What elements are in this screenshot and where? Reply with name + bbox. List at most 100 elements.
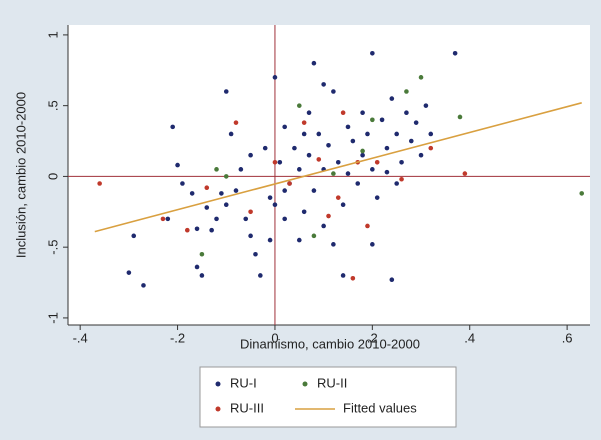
scatter-point bbox=[248, 233, 253, 239]
scatter-point bbox=[311, 188, 317, 193]
scatter-point bbox=[160, 216, 166, 222]
legend-swatch bbox=[215, 406, 221, 412]
scatter-point bbox=[462, 171, 468, 176]
scatter-point bbox=[301, 131, 307, 137]
scatter-point bbox=[360, 148, 365, 154]
scatter-point bbox=[389, 96, 395, 101]
scatter-point bbox=[340, 202, 346, 208]
scatter-point bbox=[335, 195, 341, 200]
scatter-point bbox=[223, 174, 229, 179]
scatter-point bbox=[204, 205, 210, 210]
scatter-point bbox=[204, 185, 210, 191]
scatter-point bbox=[394, 181, 399, 186]
y-tick-label: 1 bbox=[45, 31, 60, 38]
plot-area bbox=[68, 25, 590, 325]
scatter-point bbox=[404, 89, 409, 94]
scatter-point bbox=[331, 89, 336, 94]
scatter-point bbox=[282, 188, 287, 193]
scatter-point bbox=[214, 216, 219, 222]
scatter-point bbox=[321, 82, 326, 87]
scatter-point bbox=[141, 283, 146, 288]
y-tick-label: .5 bbox=[45, 100, 60, 111]
scatter-point bbox=[248, 209, 253, 215]
scatter-point bbox=[282, 124, 287, 130]
scatter-point bbox=[238, 167, 244, 172]
x-tick-label: .4 bbox=[464, 330, 475, 345]
legend-swatch bbox=[215, 381, 221, 387]
scatter-point bbox=[311, 233, 317, 239]
legend-label: RU-III bbox=[230, 400, 264, 415]
scatter-point bbox=[418, 152, 424, 158]
legend-swatch bbox=[302, 381, 308, 387]
scatter-point bbox=[189, 191, 195, 196]
scatter-point bbox=[165, 216, 171, 222]
scatter-point bbox=[374, 159, 380, 165]
scatter-point bbox=[316, 131, 322, 137]
scatter-point bbox=[126, 270, 132, 275]
scatter-point bbox=[413, 120, 419, 125]
scatter-point bbox=[258, 273, 263, 278]
scatter-point bbox=[199, 273, 205, 278]
scatter-point bbox=[389, 277, 395, 283]
y-tick-label: -1 bbox=[45, 312, 60, 324]
scatter-point bbox=[370, 51, 375, 56]
scatter-point bbox=[301, 209, 307, 215]
scatter-point bbox=[394, 131, 399, 137]
scatter-point bbox=[418, 75, 424, 80]
scatter-point bbox=[223, 202, 229, 208]
scatter-point bbox=[185, 227, 190, 233]
scatter-point bbox=[199, 251, 205, 257]
scatter-point bbox=[423, 103, 429, 108]
scatter-point bbox=[457, 114, 463, 120]
y-tick-label: -.5 bbox=[45, 240, 60, 255]
scatter-point bbox=[170, 124, 175, 130]
scatter-point bbox=[379, 117, 385, 123]
x-tick-label: .2 bbox=[367, 330, 378, 345]
scatter-point bbox=[233, 120, 239, 125]
y-tick-label: 0 bbox=[45, 173, 60, 180]
scatter-point bbox=[326, 213, 331, 219]
scatter-point bbox=[399, 159, 404, 165]
scatter-point bbox=[214, 167, 219, 172]
scatter-point bbox=[253, 251, 258, 257]
scatter-point bbox=[296, 237, 302, 243]
scatter-point bbox=[579, 191, 585, 196]
scatter-point bbox=[345, 171, 351, 176]
legend-label: Fitted values bbox=[343, 400, 417, 415]
scatter-point bbox=[331, 242, 336, 247]
scatter-point bbox=[243, 216, 249, 222]
scatter-point bbox=[248, 152, 253, 158]
scatter-point bbox=[316, 157, 322, 162]
scatter-point bbox=[370, 167, 375, 172]
scatter-point bbox=[306, 110, 312, 116]
scatter-point bbox=[331, 171, 336, 176]
scatter-point bbox=[175, 162, 180, 168]
scatter-point bbox=[219, 191, 224, 196]
scatter-point bbox=[272, 159, 278, 165]
scatter-point bbox=[301, 120, 307, 125]
scatter-point bbox=[228, 131, 234, 137]
x-tick-label: .6 bbox=[562, 330, 573, 345]
scatter-point bbox=[365, 131, 370, 137]
x-tick-label: 0 bbox=[271, 330, 278, 345]
scatter-point bbox=[131, 233, 137, 239]
scatter-point bbox=[399, 176, 404, 182]
scatter-point bbox=[306, 152, 312, 158]
scatter-point bbox=[350, 138, 356, 144]
scatter-point bbox=[408, 138, 414, 144]
scatter-point bbox=[194, 226, 200, 232]
scatter-point bbox=[321, 223, 326, 229]
scatter-point bbox=[233, 188, 239, 193]
fitted-line bbox=[94, 102, 582, 233]
scatter-point bbox=[335, 159, 341, 165]
scatter-point bbox=[209, 227, 214, 233]
scatter-point bbox=[384, 145, 390, 151]
legend-label: RU-II bbox=[317, 375, 347, 390]
scatter-point bbox=[267, 195, 273, 200]
scatter-point bbox=[452, 51, 458, 56]
scatter-point bbox=[345, 124, 351, 130]
y-axis-title: Inclusión, cambio 2010-2000 bbox=[13, 92, 28, 258]
scatter-point bbox=[374, 195, 380, 200]
